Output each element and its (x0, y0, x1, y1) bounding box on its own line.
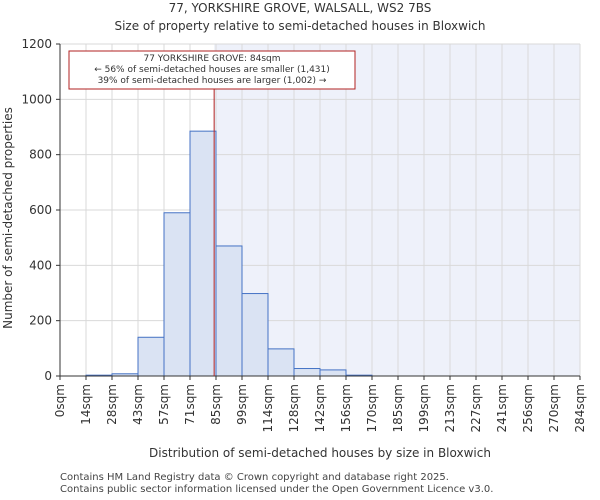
annotation-line-2: ← 56% of semi-detached houses are smalle… (94, 65, 330, 75)
y-tick-label: 400 (29, 258, 52, 272)
histogram-bar (267, 348, 295, 377)
y-tick-label: 600 (29, 203, 52, 217)
x-tick-label: 270sqm (547, 384, 561, 432)
y-tick-label: 800 (29, 148, 52, 162)
y-tick-label: 200 (29, 314, 52, 328)
histogram-bar (293, 368, 321, 377)
x-tick-label: 284sqm (573, 384, 587, 432)
x-tick-label: 213sqm (443, 384, 457, 432)
x-tick-label: 85sqm (209, 384, 223, 425)
x-tick-label: 142sqm (313, 384, 327, 432)
x-tick-label: 156sqm (339, 384, 353, 432)
annotation-line-1: 77 YORKSHIRE GROVE: 84sqm (143, 54, 280, 64)
x-tick-label: 71sqm (183, 384, 197, 425)
x-tick-label: 114sqm (261, 384, 275, 432)
x-tick-label: 170sqm (365, 384, 379, 432)
x-ticks: 0sqm 14sqm 28sqm 43sqm 57sqm 71sqm 85sqm 99sqm 1… (53, 376, 587, 432)
x-tick-label: 57sqm (157, 384, 171, 425)
annotation-line-3: 39% of semi-detached houses are larger (… (98, 76, 327, 86)
histogram-bar (189, 130, 217, 377)
y-tick-label: 0 (44, 369, 52, 383)
y-tick-label: 1200 (21, 37, 52, 51)
chart-title: 77, YORKSHIRE GROVE, WALSALL, WS2 7BS (169, 1, 432, 15)
annotation-box: 77 YORKSHIRE GROVE: 84sqm ← 56% of semi-… (68, 50, 356, 90)
grid (59, 43, 581, 377)
footer-line-2: Contains public sector information licen… (60, 484, 494, 495)
x-tick-label: 28sqm (105, 384, 119, 425)
x-tick-label: 199sqm (417, 384, 431, 432)
histogram-bar (137, 336, 165, 377)
x-tick-label: 0sqm (53, 384, 67, 417)
histogram-bar (215, 245, 243, 377)
histogram-bar (163, 212, 191, 377)
x-tick-label: 256sqm (521, 384, 535, 432)
y-ticks: 0 200 400 600 800 1000 1200 (21, 37, 60, 383)
x-tick-label: 99sqm (235, 384, 249, 425)
x-tick-label: 43sqm (131, 384, 145, 425)
histogram-bar (319, 369, 347, 377)
footer-line-1: Contains HM Land Registry data © Crown c… (60, 472, 449, 483)
x-tick-label: 227sqm (469, 384, 483, 432)
x-tick-label: 241sqm (495, 384, 509, 432)
bars (85, 130, 373, 377)
x-tick-label: 14sqm (79, 384, 93, 425)
x-axis-label: Distribution of semi-detached houses by … (149, 446, 491, 460)
x-tick-label: 128sqm (287, 384, 301, 432)
x-tick-label: 185sqm (391, 384, 405, 432)
chart-subtitle: Size of property relative to semi-detach… (114, 19, 485, 33)
histogram-bar (241, 293, 269, 377)
y-tick-label: 1000 (21, 92, 52, 106)
y-axis-label: Number of semi-detached properties (1, 107, 15, 329)
